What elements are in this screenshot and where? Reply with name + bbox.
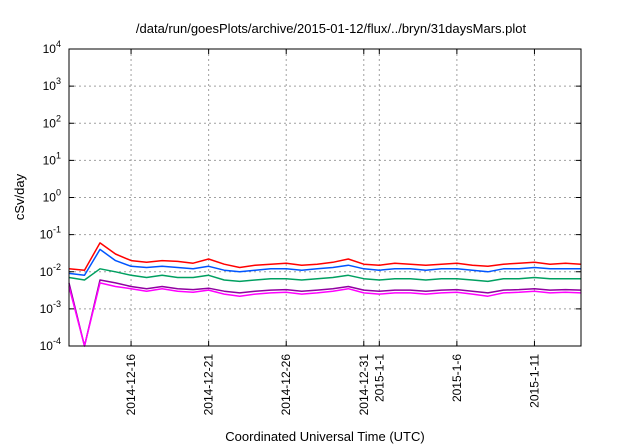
x-axis-label: Coordinated Universal Time (UTC) — [225, 429, 424, 444]
x-tick-label: 2014-12-26 — [279, 354, 293, 416]
series-line — [68, 279, 582, 347]
series-line — [68, 242, 582, 271]
chart-title: /data/run/goesPlots/archive/2015-01-12/f… — [136, 21, 527, 36]
series-lines — [68, 242, 582, 347]
y-tick-label: 10-4 — [40, 336, 61, 353]
x-ticks: 2014-12-16 2014-12-21 2014-12-26 2014-12-31… — [124, 49, 541, 415]
x-tick-label: 2014-12-21 — [202, 354, 216, 416]
y-tick-label: 10-3 — [40, 299, 61, 316]
plot-frame — [68, 48, 582, 347]
y-tick-label: 104 — [43, 39, 61, 56]
y-tick-label: 102 — [43, 113, 61, 130]
x-tick-label: 2014-12-31 — [357, 354, 371, 416]
series-line — [68, 282, 582, 347]
grid — [69, 49, 581, 346]
y-tick-label: 100 — [43, 188, 61, 205]
y-tick-label: 101 — [43, 150, 61, 167]
y-ticks: 10-4 10-3 10-2 10-1 100 101 102 103 104 — [40, 39, 581, 353]
x-tick-label: 2015-1-6 — [450, 354, 464, 402]
y-tick-label: 10-2 — [40, 262, 61, 279]
series-line — [68, 248, 581, 277]
x-tick-label: 2015-1-1 — [372, 354, 386, 402]
x-tick-label: 2015-1-11 — [527, 354, 541, 408]
y-tick-label: 10-1 — [40, 225, 61, 242]
x-tick-label: 2014-12-16 — [124, 354, 138, 416]
y-axis-label: cSv/day — [12, 173, 27, 220]
y-tick-label: 103 — [43, 76, 61, 93]
series-line — [68, 268, 581, 283]
